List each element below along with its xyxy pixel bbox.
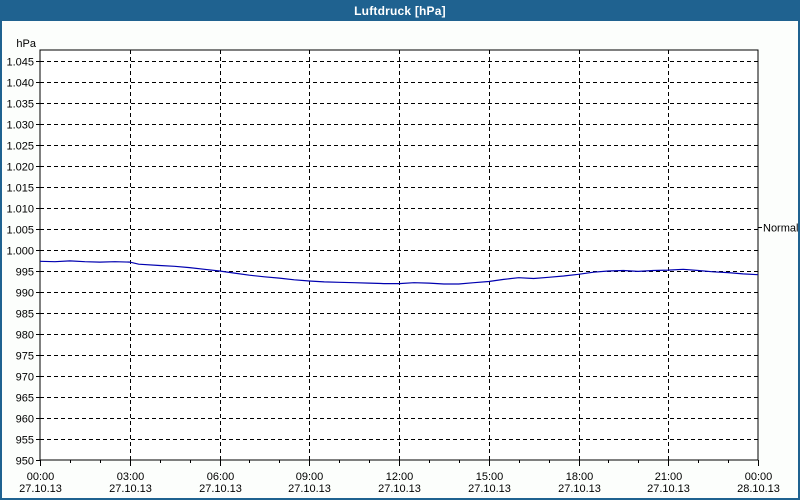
y-tick-label: 955 <box>16 435 34 447</box>
y-tick-label: 1.035 <box>6 99 34 111</box>
y-tick-label: 985 <box>16 309 34 321</box>
y-axis-unit-label: hPa <box>16 38 36 50</box>
y-tick-label: 1.005 <box>6 225 34 237</box>
y-tick-label: 1.020 <box>6 162 34 174</box>
pressure-line <box>39 260 759 285</box>
y-tick-label: 950 <box>16 456 34 468</box>
x-tick-time: 09:00 <box>296 471 324 483</box>
x-tick-time: 21:00 <box>655 471 683 483</box>
y-tick-label: 965 <box>16 393 34 405</box>
x-tick-time: 00:00 <box>745 471 773 483</box>
x-tick-date: 28.10.13 <box>737 483 780 495</box>
x-tick-date: 27.10.13 <box>468 483 511 495</box>
y-tick-label: 995 <box>16 267 34 279</box>
x-tick-time: 06:00 <box>207 471 235 483</box>
x-tick-date: 27.10.13 <box>558 483 601 495</box>
x-tick-time: 18:00 <box>566 471 594 483</box>
y-tick-label: 1.010 <box>6 204 34 216</box>
y-tick-label: 1.045 <box>6 57 34 69</box>
y-tick-label: 1.025 <box>6 141 34 153</box>
x-tick-time: 15:00 <box>476 471 504 483</box>
y-tick-label: 1.000 <box>6 246 34 258</box>
x-tick-date: 27.10.13 <box>647 483 690 495</box>
y-tick-label: 1.030 <box>6 120 34 132</box>
x-tick-date: 27.10.13 <box>19 483 62 495</box>
x-tick-date: 27.10.13 <box>288 483 331 495</box>
y-tick-label: 990 <box>16 288 34 300</box>
x-tick-date: 27.10.13 <box>199 483 242 495</box>
y-tick-label: 1.015 <box>6 183 34 195</box>
x-tick-date: 27.10.13 <box>109 483 152 495</box>
x-tick-time: 00:00 <box>27 471 55 483</box>
plot-frame <box>39 49 759 461</box>
x-tick-date: 27.10.13 <box>378 483 421 495</box>
normal-marker-label: Normal <box>763 223 798 235</box>
y-tick-label: 975 <box>16 351 34 363</box>
x-tick-time: 03:00 <box>117 471 145 483</box>
y-tick-label: 980 <box>16 330 34 342</box>
y-tick-label: 1.040 <box>6 78 34 90</box>
y-tick-label: 970 <box>16 372 34 384</box>
x-tick-time: 12:00 <box>386 471 414 483</box>
window-titlebar: Luftdruck [hPa] <box>0 0 800 21</box>
y-tick-label: 960 <box>16 414 34 426</box>
window-title: Luftdruck [hPa] <box>354 3 446 18</box>
